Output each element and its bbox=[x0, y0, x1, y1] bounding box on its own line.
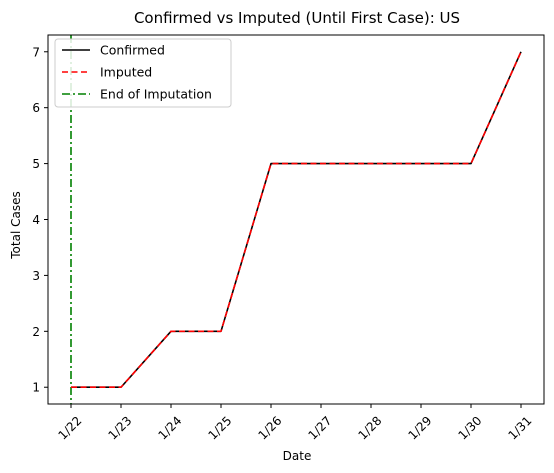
chart-title: Confirmed vs Imputed (Until First Case):… bbox=[134, 9, 460, 27]
x-tick-label: 1/31 bbox=[506, 414, 535, 443]
x-tick-label: 1/25 bbox=[206, 414, 235, 443]
x-tick-label: 1/23 bbox=[106, 414, 135, 443]
legend-label: End of Imputation bbox=[100, 87, 212, 102]
x-tick-label: 1/22 bbox=[56, 414, 85, 443]
y-tick-label: 2 bbox=[32, 325, 40, 339]
x-tick-label: 1/30 bbox=[456, 414, 485, 443]
legend-label: Imputed bbox=[100, 65, 152, 80]
x-axis: 1/22 1/23 1/24 1/25 1/26 1/27 1/28 1/29 1/30 1/31 bbox=[56, 404, 535, 443]
x-tick-label: 1/28 bbox=[356, 414, 385, 443]
legend-label: Confirmed bbox=[100, 43, 165, 58]
y-axis-label: Total Cases bbox=[9, 191, 23, 259]
y-tick-label: 5 bbox=[32, 157, 40, 171]
x-tick-label: 1/27 bbox=[306, 414, 335, 443]
y-axis: 1 2 3 4 5 6 7 bbox=[32, 45, 48, 395]
y-tick-label: 4 bbox=[32, 213, 40, 227]
y-tick-label: 7 bbox=[32, 45, 40, 59]
y-tick-label: 1 bbox=[32, 381, 40, 395]
y-tick-label: 6 bbox=[32, 101, 40, 115]
x-axis-label: Date bbox=[283, 449, 312, 463]
y-tick-label: 3 bbox=[32, 269, 40, 283]
x-tick-label: 1/24 bbox=[156, 414, 185, 443]
legend-box bbox=[54, 38, 232, 108]
x-tick-label: 1/26 bbox=[256, 414, 285, 443]
series-line-imputed bbox=[71, 51, 522, 389]
legend: Confirmed Imputed End of Imputation bbox=[54, 38, 232, 108]
x-tick-label: 1/29 bbox=[406, 414, 435, 443]
